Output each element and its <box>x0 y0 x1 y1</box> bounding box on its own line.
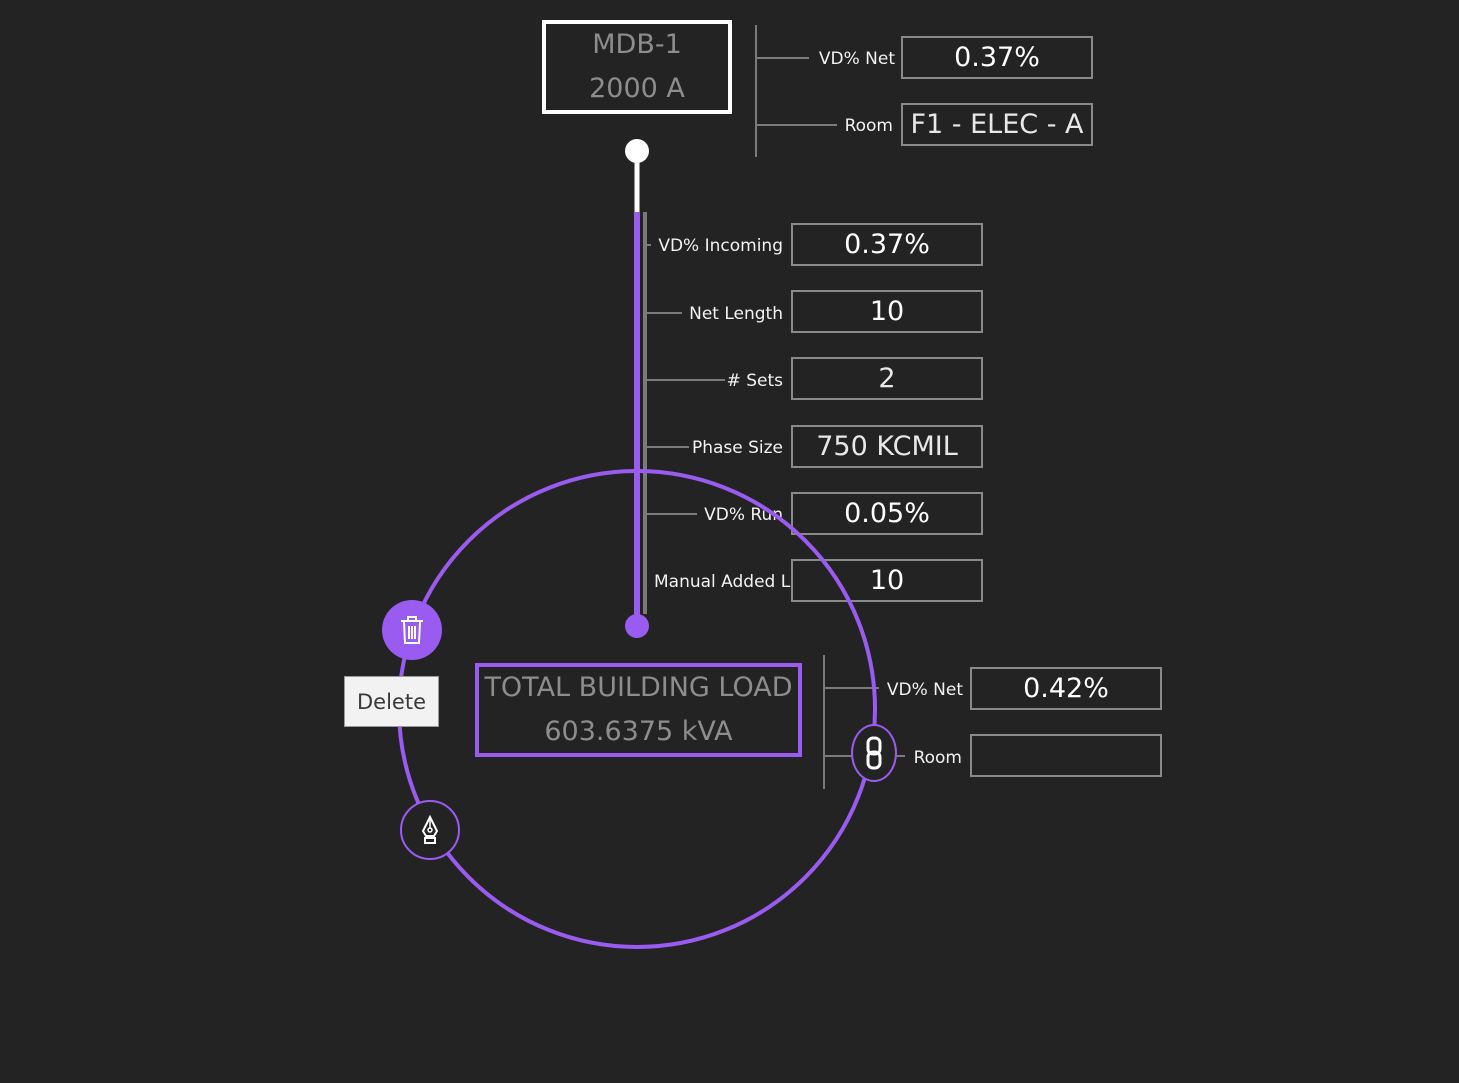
feeder-prop-field-0[interactable]: 0.37% <box>791 223 983 266</box>
load-room-field[interactable] <box>970 734 1162 777</box>
feeder-prop-leader-0 <box>647 244 651 246</box>
source-node-box[interactable]: MDB-1 2000 A <box>542 20 732 114</box>
feeder-prop-leader-2 <box>647 379 725 381</box>
source-room-field[interactable]: F1 - ELEC - A <box>901 103 1093 146</box>
source-vdnet-label: VD% Net <box>818 49 895 69</box>
pen-icon <box>421 815 439 844</box>
feeder-prop-field-4[interactable]: 0.05% <box>791 492 983 535</box>
source-vdnet-field[interactable]: 0.37% <box>901 36 1093 79</box>
connector-end-handle[interactable] <box>625 614 649 638</box>
feeder-prop-field-3[interactable]: 750 KCMIL <box>791 425 983 468</box>
connector-start-handle[interactable] <box>625 139 649 163</box>
link-button[interactable] <box>851 724 897 782</box>
source-vdnet-leader <box>757 57 809 59</box>
load-node-box[interactable]: TOTAL BUILDING LOAD 603.6375 kVA <box>475 663 802 757</box>
feeder-prop-label-5: Manual Added L <box>654 572 791 592</box>
load-vdnet-label: VD% Net <box>886 680 963 700</box>
load-node-name: TOTAL BUILDING LOAD <box>484 672 793 703</box>
feeder-prop-label-3: Phase Size <box>691 438 783 458</box>
feeder-prop-label-4: VD% Run <box>704 505 783 525</box>
source-node-name: MDB-1 <box>592 29 682 60</box>
source-node-rating: 2000 A <box>589 73 685 104</box>
edit-button[interactable] <box>400 800 460 860</box>
feeder-prop-leader-1 <box>647 312 682 314</box>
trash-icon <box>401 616 423 644</box>
load-room-label: Room <box>913 748 962 768</box>
feeder-prop-label-0: VD% Incoming <box>658 236 783 256</box>
feeder-prop-label-1: Net Length <box>689 304 783 324</box>
feeder-prop-leader-4 <box>647 513 697 515</box>
feeder-prop-label-2: # Sets <box>726 371 783 391</box>
load-props-bracket <box>823 655 825 789</box>
link-icon <box>866 736 882 770</box>
source-room-label: Room <box>844 116 893 136</box>
source-props-bracket <box>755 25 757 157</box>
load-vdnet-leader <box>825 687 879 689</box>
feeder-prop-leader-3 <box>647 446 689 448</box>
feeder-props-bracket <box>643 212 647 614</box>
source-room-leader <box>757 124 837 126</box>
feeder-prop-field-1[interactable]: 10 <box>791 290 983 333</box>
feeder-prop-field-5[interactable]: 10 <box>791 559 983 602</box>
load-vdnet-field[interactable]: 0.42% <box>970 667 1162 710</box>
feeder-prop-field-2[interactable]: 2 <box>791 357 983 400</box>
delete-tooltip: Delete <box>344 676 439 727</box>
delete-button[interactable] <box>382 600 442 660</box>
load-node-value: 603.6375 kVA <box>544 716 733 747</box>
